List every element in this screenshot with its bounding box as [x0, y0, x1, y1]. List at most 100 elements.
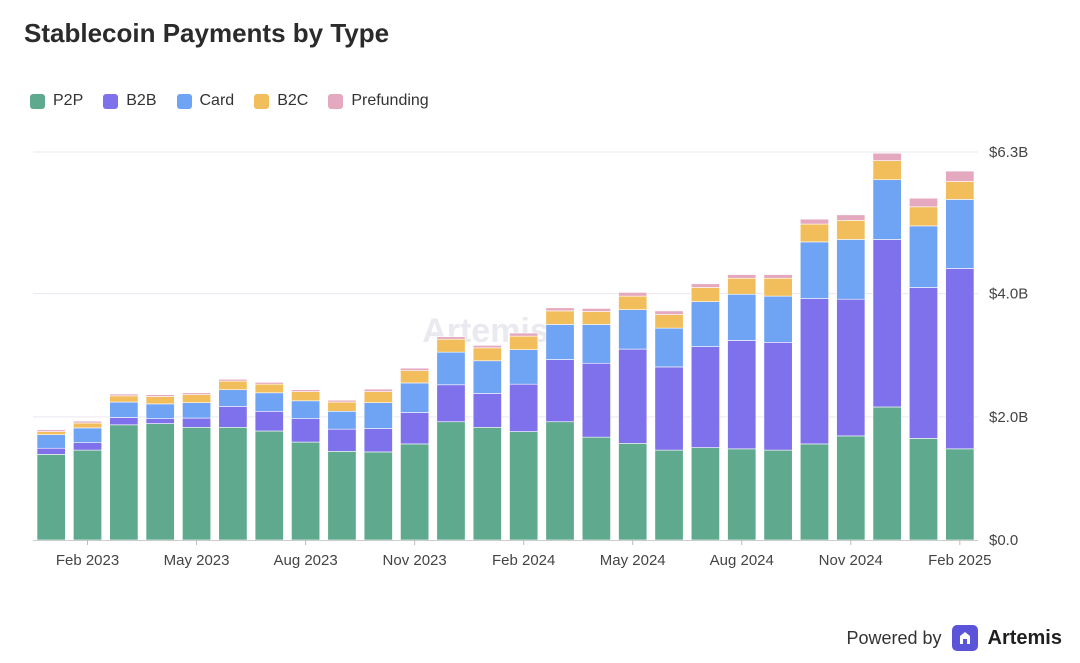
x-tick-label: May 2024	[600, 552, 666, 569]
bar-b2c-3	[145, 396, 175, 405]
legend-label-b2c: B2C	[277, 92, 309, 109]
bar-b2b-16	[618, 348, 648, 444]
bar-b2b-20	[763, 342, 793, 451]
bar-p2p-24	[909, 438, 938, 541]
bar-b2c-20	[763, 277, 793, 297]
bar-b2c-19	[727, 277, 757, 295]
bar-p2p-20	[763, 449, 793, 541]
bar-b2c-16	[618, 295, 648, 310]
bar-b2c-22	[836, 220, 866, 240]
legend-swatch-b2c	[254, 93, 270, 109]
bar-card-8	[327, 410, 357, 430]
bar-b2c-1	[73, 422, 102, 429]
bar-card-11	[436, 351, 466, 386]
bar-prefunding-16	[618, 292, 648, 297]
legend-item-p2p[interactable]: P2P	[30, 92, 83, 110]
bar-p2p-18	[690, 447, 720, 541]
bar-b2b-9	[363, 428, 393, 453]
bar-p2p-11	[436, 421, 466, 541]
bar-card-24	[909, 225, 938, 288]
bar-card-5	[218, 389, 248, 407]
footer-brand[interactable]: Artemis	[987, 626, 1062, 649]
legend-swatch-b2b	[103, 93, 119, 109]
y-tick-label: $6.3B	[989, 144, 1028, 161]
bar-p2p-0	[36, 454, 66, 541]
x-tick-label: Nov 2024	[819, 552, 883, 569]
bar-card-4	[182, 402, 212, 419]
bar-b2b-15	[581, 362, 611, 438]
bar-p2p-7	[291, 441, 321, 541]
x-tick-label: Aug 2024	[710, 552, 774, 569]
bar-b2c-23	[872, 160, 902, 181]
bar-p2p-19	[727, 448, 757, 541]
bar-b2b-19	[727, 340, 757, 450]
y-tick-label: $0.0	[989, 532, 1018, 549]
bar-b2b-3	[145, 418, 175, 424]
bar-card-9	[363, 402, 393, 429]
bar-p2p-4	[182, 426, 212, 541]
bar-card-1	[73, 427, 102, 443]
bar-prefunding-21	[799, 218, 829, 225]
x-tick-label: Aug 2023	[273, 552, 337, 569]
bar-card-20	[763, 295, 793, 343]
bar-prefunding-9	[363, 388, 393, 392]
bar-b2b-6	[254, 410, 284, 432]
bar-card-12	[472, 360, 502, 394]
bar-b2b-1	[73, 442, 102, 451]
bar-prefunding-6	[254, 382, 284, 385]
bar-b2c-14	[545, 310, 575, 325]
legend-item-b2c[interactable]: B2C	[254, 92, 308, 110]
bar-card-21	[799, 241, 829, 299]
legend-item-b2b[interactable]: B2B	[103, 92, 157, 110]
bar-p2p-3	[145, 423, 175, 541]
y-tick-label: $4.0B	[989, 286, 1028, 303]
bar-p2p-5	[218, 426, 248, 541]
bar-b2c-10	[400, 370, 430, 384]
x-tick-label: Feb 2025	[928, 552, 991, 569]
bar-p2p-10	[400, 443, 430, 541]
bar-prefunding-2	[109, 393, 139, 397]
x-tick-label: Feb 2024	[492, 552, 555, 569]
footer: Powered by Artemis	[846, 625, 1062, 651]
bar-b2b-2	[109, 417, 139, 426]
bar-b2c-13	[509, 335, 539, 350]
legend-label-p2p: P2P	[53, 92, 84, 109]
legend-swatch-p2p	[30, 93, 45, 109]
powered-by-label: Powered by	[846, 627, 942, 648]
bar-prefunding-4	[182, 392, 212, 395]
legend-label-prefunding: Prefunding	[351, 92, 429, 109]
bar-b2b-4	[182, 417, 212, 428]
bar-prefunding-17	[654, 310, 684, 315]
bar-b2b-24	[909, 287, 938, 439]
bar-b2b-11	[436, 384, 466, 423]
bar-prefunding-8	[327, 399, 357, 403]
legend-label-card: Card	[199, 92, 235, 109]
bar-b2c-18	[690, 287, 720, 302]
legend-item-card[interactable]: Card	[176, 92, 235, 110]
y-tick-label: $2.0B	[989, 409, 1028, 426]
bar-prefunding-3	[145, 394, 175, 397]
bar-card-7	[291, 400, 321, 419]
bar-card-14	[545, 324, 575, 360]
bar-p2p-15	[581, 436, 611, 541]
chart-legend: P2P B2B Card B2C Prefunding	[30, 92, 429, 110]
legend-swatch-card	[176, 93, 192, 109]
bar-b2b-14	[545, 359, 575, 423]
bar-p2p-2	[109, 424, 139, 541]
bar-card-17	[654, 327, 684, 368]
bar-prefunding-24	[909, 197, 938, 208]
bar-prefunding-18	[690, 283, 720, 288]
bar-prefunding-1	[73, 420, 102, 424]
bar-card-0	[36, 434, 66, 449]
bar-b2c-12	[472, 347, 502, 362]
bar-b2c-2	[109, 395, 139, 403]
bar-p2p-13	[509, 431, 539, 541]
bar-b2c-24	[909, 206, 938, 227]
artemis-logo-icon	[951, 625, 978, 651]
bar-b2c-5	[218, 380, 248, 391]
bar-b2b-0	[36, 447, 66, 455]
bar-card-16	[618, 309, 648, 350]
bar-prefunding-23	[872, 152, 902, 161]
legend-item-prefunding[interactable]: Prefunding	[328, 92, 429, 110]
